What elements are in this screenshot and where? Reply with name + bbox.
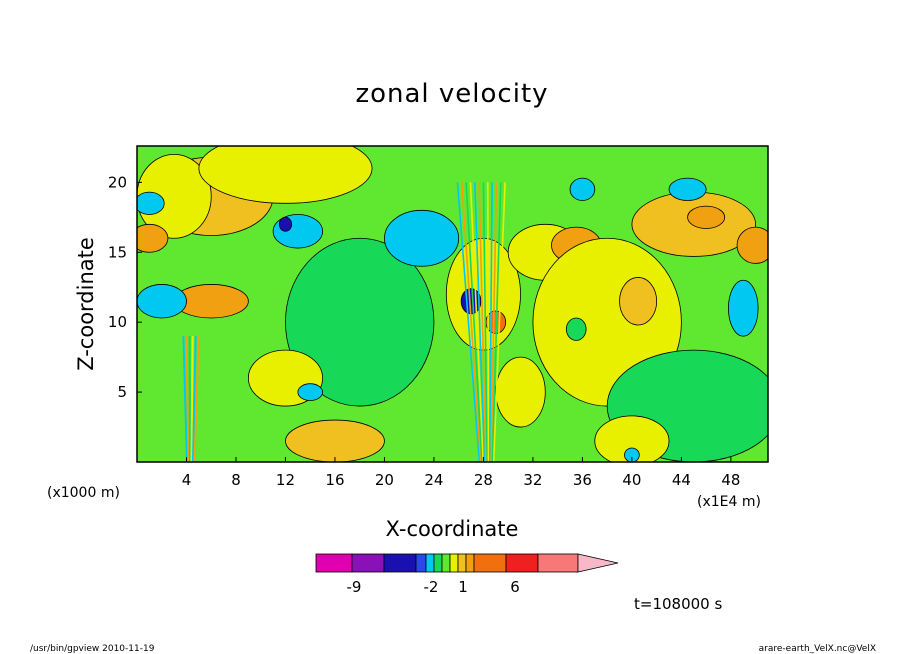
x-tick-label: 24: [424, 471, 443, 489]
colorbar-swatch: [537, 553, 579, 573]
x-tick-label: 40: [622, 471, 641, 489]
y-tick-label: 10: [108, 313, 127, 331]
streak-center-8: [488, 182, 493, 462]
streak-left-4: [191, 336, 197, 462]
colorbar-label: 6: [510, 578, 520, 596]
contour-region-4: [384, 209, 460, 267]
x-tick-label: 20: [375, 471, 394, 489]
time-label: t=108000 s: [634, 595, 722, 613]
colorbar-swatch: [383, 553, 417, 573]
contour-region-28: [668, 177, 707, 201]
y-axis: 5 10 15 20: [108, 173, 142, 401]
streak-left-1: [185, 336, 190, 462]
footer-left: /usr/bin/gpview 2010-11-19: [30, 644, 155, 654]
contour-region-27: [569, 177, 596, 201]
x-tick-label: 48: [721, 471, 740, 489]
streak-center-2: [465, 182, 483, 462]
footer-right: arare-earth_VelX.nc@VelX: [759, 644, 876, 654]
colorbar-swatch: [433, 553, 443, 573]
colorbar: -9 -2 1 6: [315, 553, 619, 596]
contour-region-26: [624, 447, 640, 462]
contour-region-12: [285, 419, 385, 462]
x-tick-label: 36: [573, 471, 592, 489]
colorbar-arrow: [577, 553, 619, 573]
streak-left-5: [193, 336, 200, 462]
contour-region-6: [278, 216, 293, 232]
colorbar-swatch: [315, 553, 353, 573]
x-tick-label: 44: [672, 471, 691, 489]
x-tick-label: 32: [523, 471, 542, 489]
colorbar-swatch: [449, 553, 459, 573]
contour-region-11: [297, 383, 323, 401]
streak-center-10: [491, 182, 502, 462]
colorbar-swatch: [473, 553, 507, 573]
streak-center-4: [473, 182, 486, 462]
contour-region-23: [728, 279, 759, 337]
streak-center-1: [460, 182, 482, 462]
streak-center-9: [490, 182, 498, 462]
colorbar-label: -2: [424, 578, 439, 596]
contour-regions: [137, 146, 768, 462]
colorbar-swatch: [457, 553, 467, 573]
x-tick-label: 8: [231, 471, 241, 489]
streak-left-3: [190, 336, 194, 462]
streak-center-11: [492, 182, 506, 462]
contour-region-25: [594, 415, 670, 462]
x-tick-label: 28: [474, 471, 493, 489]
streak-left-0: [182, 336, 188, 462]
streak-center-0: [456, 182, 481, 462]
x-tick-label: 16: [325, 471, 344, 489]
streak-center-3: [469, 182, 485, 462]
colorbar-swatch: [425, 553, 435, 573]
y-tick-label: 20: [108, 173, 127, 191]
colorbar-swatch: [465, 553, 475, 573]
contour-region-2: [198, 146, 373, 204]
contour-region-22: [736, 226, 768, 264]
x-axis: 4 8 12 16 20 24 28 32 36 40 44 48: [182, 457, 740, 489]
x-axis-label: X-coordinate: [386, 517, 519, 541]
colorbar-label: 1: [458, 578, 468, 596]
contour-region-31: [495, 356, 546, 428]
plot-area: [136, 145, 769, 463]
colorbar-swatch: [505, 553, 539, 573]
contour-region-1: [137, 154, 212, 239]
contour-region-30: [565, 317, 587, 341]
streak-center-5: [478, 182, 487, 462]
y-tick-label: 5: [117, 383, 127, 401]
x-tick-label: 12: [276, 471, 295, 489]
contour-region-19: [619, 277, 658, 326]
colorbar-swatch: [441, 553, 451, 573]
streak-center-6: [482, 182, 488, 462]
contour-region-8: [137, 284, 187, 319]
contour-region-29: [137, 191, 165, 215]
x-unit-right: (x1E4 m): [697, 494, 761, 510]
chart-title: zonal velocity: [355, 79, 548, 109]
streak-center-7: [486, 182, 490, 462]
colorbar-swatch: [351, 553, 385, 573]
x-unit-left: (x1000 m): [47, 485, 120, 501]
y-axis-label: Z-coordinate: [74, 237, 98, 371]
colorbar-label: -9: [347, 578, 362, 596]
contour-region-21: [687, 205, 726, 229]
contour-streaks: [182, 182, 506, 462]
contour-region-9: [137, 223, 169, 253]
plot-frame: [136, 145, 769, 463]
x-tick-label: 4: [182, 471, 192, 489]
y-tick-label: 15: [108, 243, 127, 261]
contour-region-3: [285, 237, 435, 407]
colorbar-swatch: [415, 553, 427, 573]
